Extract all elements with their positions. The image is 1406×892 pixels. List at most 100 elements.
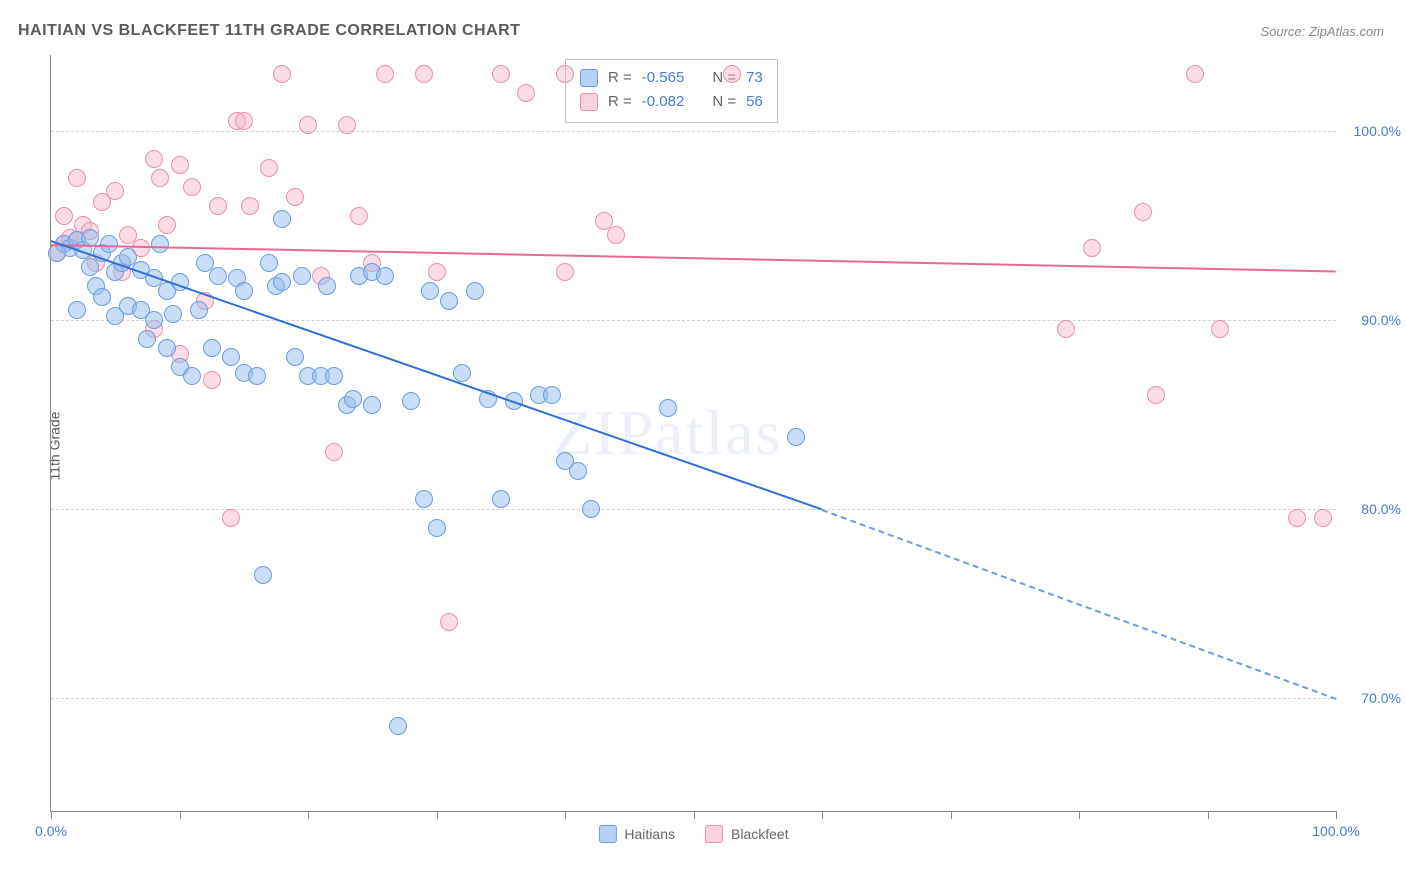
data-point — [190, 301, 208, 319]
y-tick-label: 90.0% — [1361, 312, 1401, 328]
data-point — [440, 613, 458, 631]
data-point — [138, 330, 156, 348]
x-tick — [180, 811, 181, 819]
x-tick — [1079, 811, 1080, 819]
data-point — [659, 399, 677, 417]
data-point — [151, 169, 169, 187]
data-point — [415, 65, 433, 83]
data-point — [1083, 239, 1101, 257]
gridline — [51, 320, 1336, 321]
data-point — [260, 159, 278, 177]
data-point — [158, 339, 176, 357]
data-point — [222, 348, 240, 366]
legend-item: Haitians — [598, 825, 675, 843]
data-point — [248, 367, 266, 385]
data-point — [273, 210, 291, 228]
x-tick — [822, 811, 823, 819]
data-point — [254, 566, 272, 584]
x-tick — [1336, 811, 1337, 819]
data-point — [376, 267, 394, 285]
data-point — [556, 65, 574, 83]
data-point — [209, 197, 227, 215]
data-point — [389, 717, 407, 735]
chart-title: HAITIAN VS BLACKFEET 11TH GRADE CORRELAT… — [18, 22, 520, 40]
trend-line — [51, 244, 1336, 273]
data-point — [1057, 320, 1075, 338]
data-point — [164, 305, 182, 323]
data-point — [1314, 509, 1332, 527]
x-tick — [308, 811, 309, 819]
legend-item: Blackfeet — [705, 825, 789, 843]
data-point — [293, 267, 311, 285]
scatter-plot-area: ZIPatlas R =-0.565N =73R =-0.082N =56 Ha… — [50, 55, 1336, 812]
data-point — [1134, 203, 1152, 221]
data-point — [556, 263, 574, 281]
legend-label: Haitians — [624, 826, 675, 842]
data-point — [106, 182, 124, 200]
data-point — [787, 428, 805, 446]
data-point — [440, 292, 458, 310]
data-point — [492, 65, 510, 83]
data-point — [402, 392, 420, 410]
data-point — [325, 443, 343, 461]
x-tick-label: 0.0% — [35, 823, 67, 839]
data-point — [344, 390, 362, 408]
data-point — [286, 188, 304, 206]
legend-swatch — [705, 825, 723, 843]
data-point — [428, 519, 446, 537]
correlation-stats-box: R =-0.565N =73R =-0.082N =56 — [565, 59, 778, 123]
trend-line — [822, 509, 1337, 700]
legend-swatch — [580, 69, 598, 87]
chart-legend: Haitians Blackfeet — [598, 825, 788, 843]
legend-label: Blackfeet — [731, 826, 789, 842]
gridline — [51, 509, 1336, 510]
n-label: N = — [712, 90, 736, 114]
data-point — [363, 396, 381, 414]
data-point — [235, 112, 253, 130]
data-point — [350, 207, 368, 225]
gridline — [51, 131, 1336, 132]
n-value: 56 — [746, 90, 763, 114]
data-point — [183, 178, 201, 196]
y-tick-label: 70.0% — [1361, 690, 1401, 706]
r-label: R = — [608, 90, 632, 114]
data-point — [209, 267, 227, 285]
data-point — [543, 386, 561, 404]
data-point — [415, 490, 433, 508]
data-point — [492, 490, 510, 508]
stats-row: R =-0.082N =56 — [580, 90, 763, 114]
data-point — [1211, 320, 1229, 338]
data-point — [376, 65, 394, 83]
data-point — [100, 235, 118, 253]
data-point — [203, 339, 221, 357]
data-point — [151, 235, 169, 253]
data-point — [93, 288, 111, 306]
data-point — [241, 197, 259, 215]
data-point — [421, 282, 439, 300]
data-point — [607, 226, 625, 244]
data-point — [723, 65, 741, 83]
x-tick — [1208, 811, 1209, 819]
y-tick-label: 100.0% — [1354, 123, 1401, 139]
x-tick — [951, 811, 952, 819]
data-point — [466, 282, 484, 300]
data-point — [453, 364, 471, 382]
data-point — [235, 282, 253, 300]
data-point — [55, 207, 73, 225]
r-value: -0.565 — [642, 66, 685, 90]
legend-swatch — [580, 93, 598, 111]
data-point — [582, 500, 600, 518]
data-point — [338, 116, 356, 134]
data-point — [171, 156, 189, 174]
gridline — [51, 698, 1336, 699]
data-point — [428, 263, 446, 281]
data-point — [299, 116, 317, 134]
data-point — [203, 371, 221, 389]
x-tick — [51, 811, 52, 819]
data-point — [517, 84, 535, 102]
data-point — [222, 509, 240, 527]
data-point — [325, 367, 343, 385]
x-tick-label: 100.0% — [1312, 823, 1359, 839]
data-point — [1186, 65, 1204, 83]
data-point — [145, 150, 163, 168]
